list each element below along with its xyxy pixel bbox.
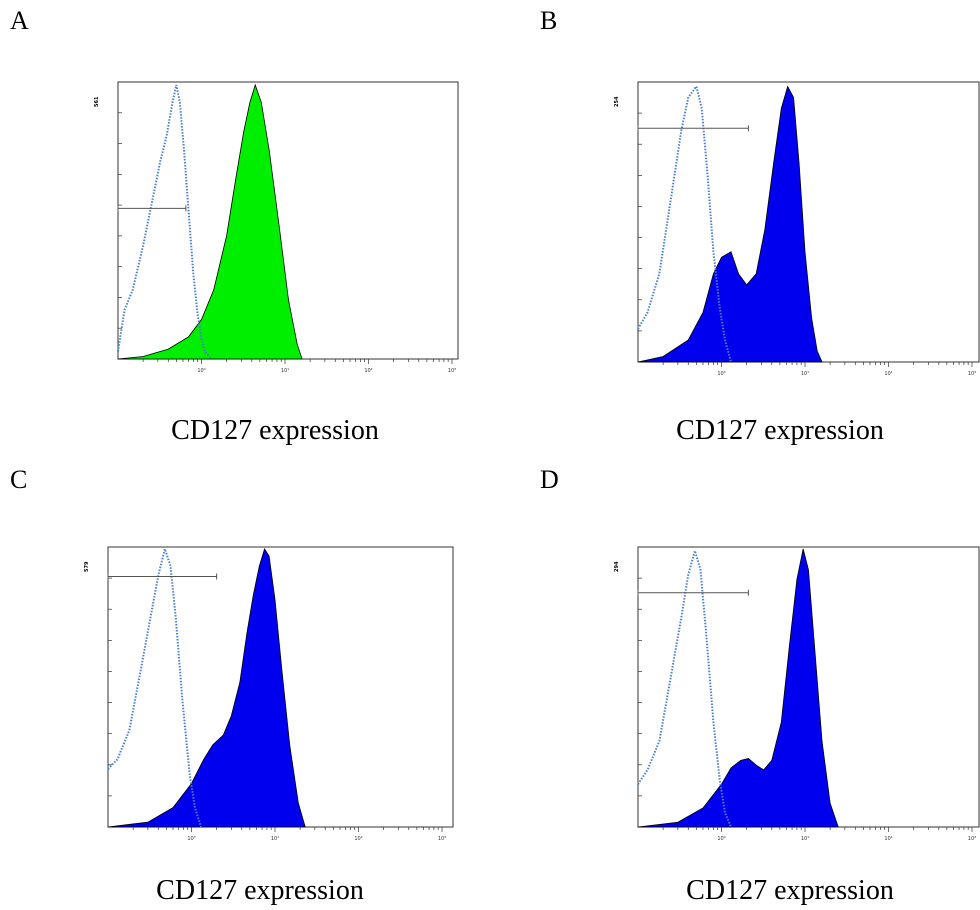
stained-histogram — [637, 85, 823, 363]
x-tick-label: 10³ — [968, 371, 976, 377]
x-tick-label: 10² — [884, 371, 892, 377]
x-axis-label-a: CD127 expression — [171, 415, 379, 446]
x-tick-label: 10² — [354, 836, 362, 842]
x-tick-label: 10³ — [438, 836, 446, 842]
panel-label-a: A — [10, 6, 29, 35]
stained-histogram — [637, 548, 839, 828]
x-tick-label: 10¹ — [801, 371, 809, 377]
x-axis-label-c: CD127 expression — [156, 875, 364, 906]
histogram-panel-d: 294 10⁰ 10¹ 10² 10³ — [614, 546, 980, 842]
histogram-panel-b: 254 10⁰ 10¹ 10² 10³ — [614, 81, 980, 377]
x-tick-label: 10² — [364, 368, 372, 374]
y-max-label: 294 — [614, 561, 620, 572]
x-tick-label: 10² — [884, 836, 892, 842]
x-tick-label: 10¹ — [281, 368, 289, 374]
stained-histogram — [117, 83, 303, 360]
x-tick-label: 10¹ — [801, 836, 809, 842]
panel-label-d: D — [540, 465, 559, 494]
y-max-label: 254 — [614, 96, 620, 107]
panel-label-b: B — [540, 6, 558, 35]
x-axis-label-b: CD127 expression — [676, 415, 884, 446]
x-tick-label: 10³ — [448, 368, 456, 374]
x-axis-label-d: CD127 expression — [686, 875, 894, 906]
x-tick-label: 10¹ — [271, 836, 279, 842]
panel-label-c: C — [10, 465, 28, 494]
histogram-panel-c: 579 10⁰ 10¹ 10² 10³ — [84, 545, 454, 842]
isotype-control-curve — [117, 84, 212, 360]
x-tick-label: 10⁰ — [717, 836, 725, 842]
x-tick-label: 10³ — [968, 836, 976, 842]
x-tick-label: 10⁰ — [717, 371, 725, 377]
x-tick-label: 10⁰ — [197, 368, 205, 374]
histogram-panel-a: 561 10⁰ 10¹ 10² 10³ — [94, 81, 459, 374]
isotype-control-curve — [107, 545, 202, 828]
stained-histogram — [107, 547, 306, 828]
isotype-control-curve — [637, 547, 732, 828]
x-tick-label: 10⁰ — [187, 836, 195, 842]
y-max-label: 561 — [94, 96, 100, 107]
y-max-label: 579 — [84, 561, 90, 572]
